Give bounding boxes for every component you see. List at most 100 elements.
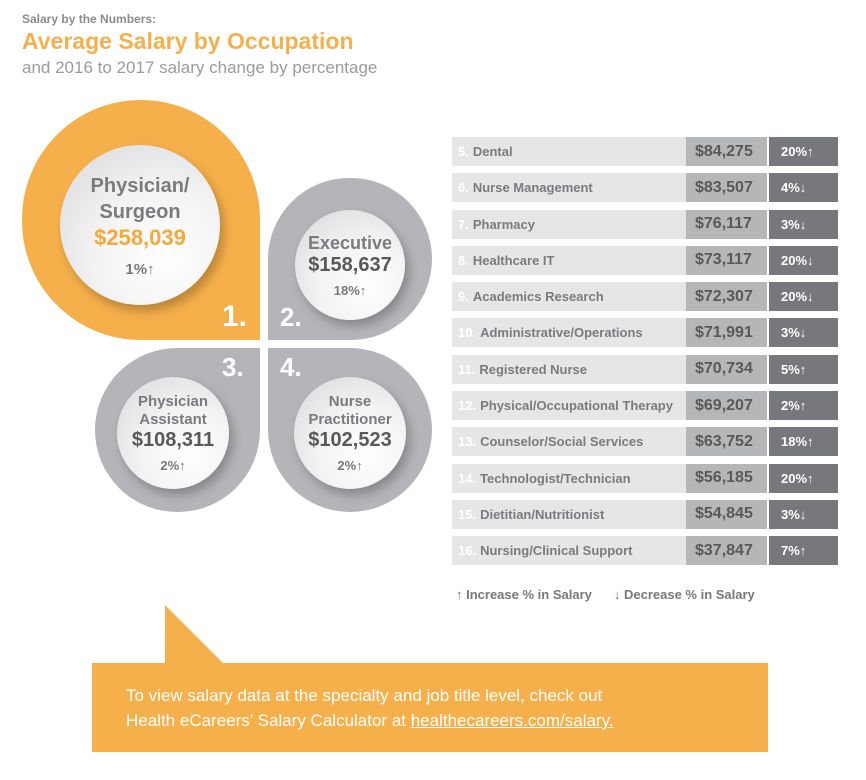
rank: 6. <box>458 180 469 196</box>
rank: 9. <box>458 289 469 305</box>
callout-box: To view salary data at the specialty and… <box>92 663 768 752</box>
occupation-name: Counselor/Social Services <box>480 434 644 450</box>
salary-cell: $63,752 <box>686 427 767 457</box>
table-row: 5. Dental $84,275 20%↑ <box>452 137 838 166</box>
rank: 12. <box>458 398 477 414</box>
occupation-cell: 15. Dietitian/Nutritionist <box>452 499 686 529</box>
salary-cell: $72,307 <box>686 282 767 312</box>
salary: $258,039 <box>94 224 186 250</box>
rank-2: 2. <box>280 302 302 332</box>
rank: 13. <box>458 434 477 450</box>
salary-cell: $37,847 <box>686 536 767 566</box>
occupation-cell: 10. Administrative/Operations <box>452 318 686 348</box>
change-cell: 4%↓ <box>769 173 838 203</box>
occupation-name: Dietitian/Nutritionist <box>480 506 605 522</box>
occupation-cell: 8. Healthcare IT <box>452 245 686 275</box>
callout-line-2: Health eCareers’ Salary Calculator at <box>126 711 411 730</box>
change: 18%↑ <box>333 283 367 298</box>
change-cell: 3%↓ <box>769 318 838 348</box>
rank-1: 1. <box>222 300 248 333</box>
table-row: 15. Dietitian/Nutritionist $54,845 3%↓ <box>452 499 838 529</box>
table-row: 16. Nursing/Clinical Support $37,847 7%↑ <box>452 536 838 566</box>
occupation-name: Nurse <box>328 393 372 410</box>
salary: $158,637 <box>308 254 392 276</box>
salary-cell: $71,991 <box>686 318 767 348</box>
salary-cell: $76,117 <box>686 209 767 239</box>
callout-line-1: To view salary data at the specialty and… <box>126 686 603 705</box>
occupation-name: Physical/Occupational Therapy <box>480 398 673 414</box>
top-occupation-2: Executive $158,637 18%↑ <box>295 210 405 320</box>
occupation-name: Technologist/Technician <box>480 470 631 486</box>
salary-cell: $56,185 <box>686 463 767 493</box>
occupation-name: Academics Research <box>472 289 604 305</box>
page-title: Average Salary by Occupation <box>22 28 354 54</box>
occupation-name: Dental <box>472 144 513 159</box>
rank: 8. <box>458 252 469 268</box>
salary-calculator-link[interactable]: healthecareers.com/salary. <box>410 711 614 730</box>
table-row: 12. Physical/Occupational Therapy $69,207 2… <box>452 391 838 421</box>
change-cell: 20%↑ <box>769 463 838 493</box>
change-cell: 20%↑ <box>769 137 838 166</box>
rank: 7. <box>458 216 469 232</box>
table-row: 7. Pharmacy $76,117 3%↓ <box>452 209 838 239</box>
table-row: 11. Registered Nurse $70,734 5%↑ <box>452 354 838 384</box>
callout-pointer <box>165 605 225 665</box>
rank: 15. <box>458 506 477 522</box>
occupation-name: Pharmacy <box>472 216 535 232</box>
legend-increase: ↑ Increase % in Salary <box>456 587 592 602</box>
top-occupation-3: Physician Assistant $108,311 2%↑ <box>117 377 229 489</box>
change-cell: 20%↓ <box>769 245 838 275</box>
occupation-name: Physician/ <box>90 174 190 197</box>
salary-table: 5. Dental $84,275 20%↑ 6. Nurse Management $83… <box>452 137 838 573</box>
change-cell: 18%↑ <box>769 427 838 457</box>
occupation-name: Assistant <box>139 411 207 428</box>
rank: 5. <box>458 144 469 159</box>
occupation-cell: 6. Nurse Management <box>452 173 686 203</box>
rank: 11. <box>458 361 476 377</box>
change: 2%↑ <box>160 458 186 473</box>
table-row: 13. Counselor/Social Services $63,752 18%↑ <box>452 427 838 457</box>
table-row: 9. Academics Research $72,307 20%↓ <box>452 282 838 312</box>
salary-cell: $69,207 <box>686 391 767 421</box>
salary-cell: $84,275 <box>686 137 767 166</box>
change-cell: 3%↓ <box>769 209 838 239</box>
rank-4: 4. <box>280 352 302 382</box>
change-cell: 2%↑ <box>769 391 838 421</box>
occupation-cell: 7. Pharmacy <box>452 209 686 239</box>
rank: 14. <box>458 470 477 486</box>
occupation-cell: 9. Academics Research <box>452 282 686 312</box>
kicker: Salary by the Numbers: <box>22 12 157 26</box>
subtitle: and 2016 to 2017 salary change by percen… <box>22 58 378 77</box>
legend: ↑ Increase % in Salary ↓ Decrease % in S… <box>456 587 755 602</box>
occupation-name: Physician <box>137 393 209 410</box>
legend-decrease: ↓ Decrease % in Salary <box>613 587 755 602</box>
salary: $108,311 <box>131 429 215 451</box>
salary-cell: $83,507 <box>686 173 767 203</box>
occupation-name: Surgeon <box>99 200 181 223</box>
rank-3: 3. <box>222 352 244 382</box>
change-cell: 7%↑ <box>769 536 838 566</box>
table-row: 14. Technologist/Technician $56,185 20%↑ <box>452 463 838 493</box>
change: 1%↑ <box>125 260 155 278</box>
occupation-cell: 5. Dental <box>452 137 686 166</box>
occupation-cell: 16. Nursing/Clinical Support <box>452 536 686 566</box>
occupation-name: Practitioner <box>308 411 392 428</box>
top-occupation-1: Physician/ Surgeon $258,039 1%↑ <box>60 145 220 305</box>
occupation-name: Nursing/Clinical Support <box>480 543 633 559</box>
occupation-cell: 14. Technologist/Technician <box>452 463 686 493</box>
occupation-name: Registered Nurse <box>479 361 588 377</box>
top-occupation-4: Nurse Practitioner $102,523 2%↑ <box>294 377 406 489</box>
rank: 10. <box>458 325 477 341</box>
salary: $102,523 <box>308 429 392 451</box>
table-row: 10. Administrative/Operations $71,991 3%↓ <box>452 318 838 348</box>
occupation-name: Administrative/Operations <box>480 325 643 341</box>
salary-cell: $70,734 <box>686 354 767 384</box>
table-row: 6. Nurse Management $83,507 4%↓ <box>452 173 838 203</box>
change-cell: 3%↓ <box>769 499 838 529</box>
occupation-cell: 11. Registered Nurse <box>452 354 686 384</box>
occupation-cell: 12. Physical/Occupational Therapy <box>452 391 686 421</box>
occupation-name: Healthcare IT <box>472 252 555 268</box>
change-cell: 5%↑ <box>769 354 838 384</box>
occupation-name: Executive <box>307 233 393 253</box>
occupation-name: Nurse Management <box>472 180 593 196</box>
